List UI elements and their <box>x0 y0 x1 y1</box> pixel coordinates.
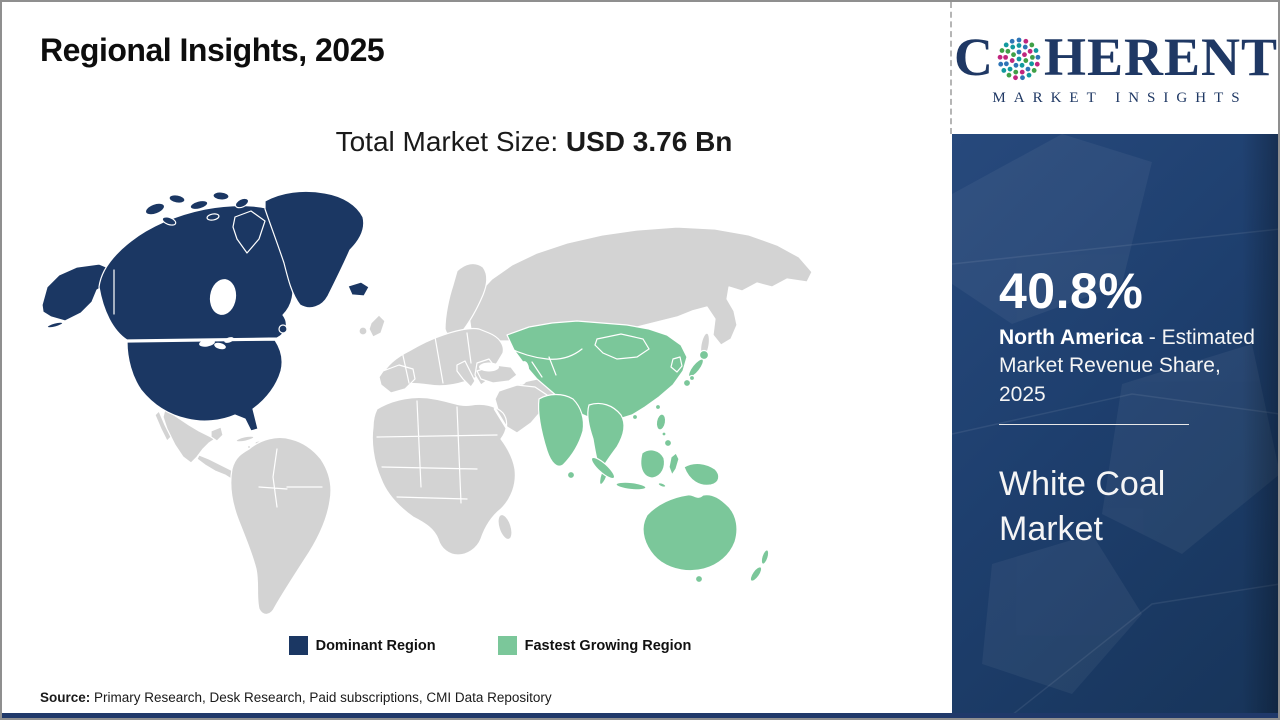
world-map-svg <box>41 190 813 615</box>
total-market-size-label: Total Market Size: <box>335 126 566 157</box>
region-name: North America <box>999 326 1143 349</box>
logo-subtitle: MARKET INSIGHTS <box>992 89 1248 106</box>
market-share-value: 40.8% <box>999 263 1144 319</box>
total-market-size-value: USD 3.76 Bn <box>565 126 733 157</box>
map-region-north-america <box>41 190 370 432</box>
source-text: Primary Research, Desk Research, Paid su… <box>90 690 552 705</box>
region-description: - Estimated Market Revenue Share, 2025 <box>999 326 1255 406</box>
legend-label-dominant-region: Dominant Region <box>315 637 436 654</box>
map-water-overlays <box>199 279 530 385</box>
legend-item-fastest-growing-region: Fastest Growing Region <box>497 636 692 655</box>
sidebar-panel: 40.8% North America - Estimated Market R… <box>952 134 1278 715</box>
panel-divider <box>999 424 1189 425</box>
market-name: White Coal Market <box>999 465 1166 548</box>
logo-globe-icon <box>997 37 1041 80</box>
page-title: Regional Insights, 2025 <box>40 32 385 68</box>
map-internal-borders <box>113 269 650 508</box>
legend-swatch-fastest-growing-region <box>497 636 517 655</box>
source-label: Source: <box>40 690 91 705</box>
logo-wordmark: C HERENT <box>954 30 1278 84</box>
dashed-separator <box>950 2 952 134</box>
panel-edge-shade <box>1242 134 1278 715</box>
legend-swatch-dominant-region <box>288 636 308 655</box>
map-landmass-other <box>154 226 813 615</box>
legend: Dominant Region Fastest Growing Region <box>16 636 964 655</box>
bottom-accent-bar <box>2 713 1278 718</box>
world-map <box>37 187 817 627</box>
map-region-asia-pacific <box>506 320 770 584</box>
logo-letters-rest: HERENT <box>1043 26 1279 87</box>
sidebar-map-texture <box>952 134 1278 715</box>
source-line: Source: Primary Research, Desk Research,… <box>40 690 552 705</box>
legend-item-dominant-region: Dominant Region <box>288 636 436 655</box>
market-share-description: North America - Estimated Market Revenue… <box>999 324 1263 409</box>
logo-coherent-market-insights: C HERENT MARKET INSIGHTS <box>952 2 1278 134</box>
main-content-area: Regional Insights, 2025 Total Market Siz… <box>2 2 950 718</box>
total-market-size: Total Market Size: USD 3.76 Bn <box>60 126 1008 158</box>
logo-letter-c: C <box>953 26 994 87</box>
legend-label-fastest-growing-region: Fastest Growing Region <box>524 637 692 654</box>
